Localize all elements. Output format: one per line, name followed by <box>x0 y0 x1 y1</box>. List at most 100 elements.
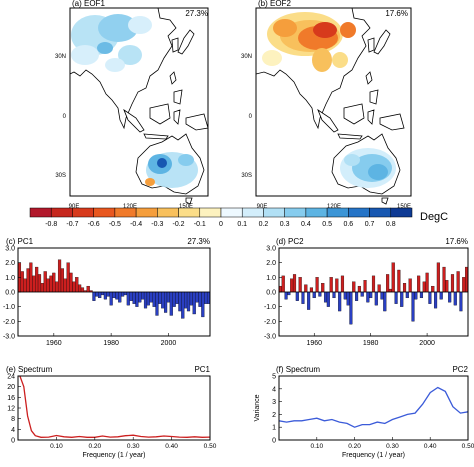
colorbar-tick-label: -0.2 <box>173 221 185 228</box>
pc2-bar <box>400 291 404 307</box>
pc2-bar <box>442 266 446 293</box>
pc1-bar <box>126 291 130 306</box>
pc1-bar <box>60 268 65 293</box>
pc1-bar <box>43 271 47 293</box>
pc2-bar <box>422 281 426 293</box>
pc1-bar <box>26 268 30 293</box>
pc1-bar <box>23 278 27 293</box>
panel-d-percent: 17.6% <box>445 237 468 246</box>
pc2-bar <box>363 280 367 293</box>
colorbar-tick-label: -0.4 <box>130 221 142 228</box>
pc2-ytick-label: 3.0 <box>266 246 276 253</box>
pc2-ytick-label: 2.0 <box>266 260 276 267</box>
map-a-lat-label: 30N <box>55 54 66 60</box>
spec2-ytick-label: 2 <box>272 412 276 419</box>
pc2-bar <box>315 277 319 293</box>
pc2-bar <box>456 271 460 293</box>
pc2-bar <box>366 291 370 303</box>
map-a-tasmania <box>185 197 193 205</box>
panel-b-label: (b) EOF2 <box>258 0 291 8</box>
pc2-ytick-label: -1.0 <box>264 304 276 311</box>
pc2-bar <box>360 291 364 297</box>
colorbar-tick-label: 0.4 <box>301 221 311 228</box>
pc2-bar <box>281 275 285 293</box>
pc1-bar <box>86 285 90 293</box>
colorbar-unit: DegC <box>420 211 448 223</box>
spectrum-pc1-chart: 0 4 8 12 16 20 24 0.10 0.20 0.30 0.40 0.50 Frequency… <box>7 374 217 460</box>
pc1-bar <box>63 278 67 293</box>
map-b-frame <box>255 7 412 197</box>
pc2-bar <box>394 291 398 304</box>
pc2-bar <box>349 291 353 325</box>
colorbar-swatch <box>114 207 137 218</box>
pc2-bar <box>357 285 361 293</box>
pc1-bar <box>132 291 136 304</box>
map-b-lon-label: 120E <box>327 204 341 210</box>
pc1-bar <box>149 291 153 303</box>
spec2-ytick-label: 1 <box>272 425 276 432</box>
pc2-ytick-label: -3.0 <box>264 334 276 341</box>
map-a-australia-pattern <box>145 152 198 188</box>
pc2-bar <box>338 291 342 312</box>
spec1-ytick-label: 8 <box>11 416 15 423</box>
pc2-bar <box>321 283 325 293</box>
spectrum-pc2-chart: 0 1 2 3 4 5 0.10 0.20 0.30 0.40 0.50 Frequency (1 /… <box>254 374 474 460</box>
pc2-bar <box>301 291 305 304</box>
colorbar-tick-label: -0.6 <box>88 221 100 228</box>
pc1-bar <box>49 275 53 293</box>
pc2-bar <box>290 278 294 293</box>
pc1-ytick-label: -1.0 <box>3 304 15 311</box>
spec2-xtick-label: 0.30 <box>386 443 399 450</box>
map-a-lat-label: 0 <box>63 114 67 120</box>
pc2-bar <box>419 291 424 299</box>
pc2-xtick-label: 2000 <box>419 340 435 347</box>
pc1-bar <box>158 291 162 304</box>
colorbar-swatch <box>29 207 52 218</box>
spec1-ytick-label: 24 <box>7 374 15 381</box>
pc1-bar <box>92 291 96 301</box>
pc2-bar <box>450 274 455 293</box>
pc1-bar <box>121 291 125 297</box>
eof2-map: (b) EOF2 17.6% 30N 0 30S 90E 120E 150E <box>241 0 412 210</box>
pc1-bar <box>109 291 113 306</box>
pc1-bar <box>57 259 62 293</box>
pc1-ytick-label: 3.0 <box>5 246 15 253</box>
colorbar-tick-label: -0.8 <box>45 221 57 228</box>
pc1-bar <box>155 291 159 316</box>
spec1-xtick-label: 0.20 <box>88 443 101 450</box>
map-a-asia-pattern <box>71 14 152 72</box>
spec1-ytick-label: 20 <box>7 384 15 391</box>
map-a-korea <box>171 37 179 53</box>
pc2-bar <box>326 291 330 307</box>
spec2-ytick-label: 3 <box>272 399 276 406</box>
colorbar-tick-label: 0.6 <box>343 221 353 228</box>
pc1-bar <box>29 262 33 293</box>
pc2-bar <box>459 291 463 312</box>
map-b-lat-label: 0 <box>249 114 253 120</box>
pc2-bar <box>414 291 418 300</box>
pc1-bar <box>103 291 107 300</box>
panel-a-percent: 27.3% <box>185 9 208 18</box>
colorbar-swatch <box>135 207 158 218</box>
pc1-bar <box>106 291 110 297</box>
pc2-bar <box>428 291 432 304</box>
pc2-bar <box>439 291 443 300</box>
colorbar-tick-label: 0.7 <box>365 221 375 228</box>
pc2-bar <box>383 291 387 312</box>
colorbar-swatch <box>199 207 222 218</box>
pc1-bar <box>161 291 165 309</box>
spec1-plot-area <box>18 376 210 440</box>
spec1-ytick-label: 12 <box>7 406 15 413</box>
pc1-ytick-label: 0.0 <box>5 290 15 297</box>
spec2-xtick-label: 0.10 <box>310 443 323 450</box>
pc1-bar <box>123 291 128 296</box>
colorbar-swatch <box>326 207 349 218</box>
map-b-lat-label: 30S <box>241 173 252 179</box>
pc2-bar <box>388 288 392 293</box>
pc1-bar <box>175 291 179 304</box>
pc2-bar <box>369 291 373 299</box>
pc1-bar <box>138 291 142 303</box>
spec1-xtick-label: 0.10 <box>50 443 63 450</box>
pc1-ytick-label: 1.0 <box>5 275 15 282</box>
